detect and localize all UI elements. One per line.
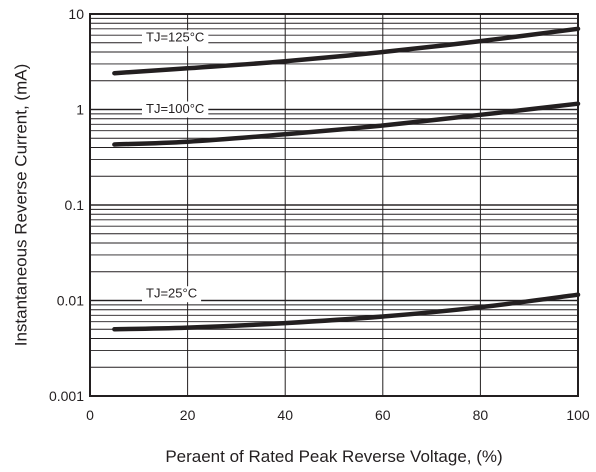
y-tick-label: 1 bbox=[76, 102, 84, 118]
y-tick-label: 0.01 bbox=[57, 293, 84, 309]
series-lines bbox=[112, 26, 581, 332]
series-labels: TJ=125°C TJ=100°C TJ=25°C bbox=[142, 30, 209, 303]
plot-frame bbox=[89, 13, 579, 397]
series-label: TJ=100°C bbox=[146, 101, 204, 116]
series-line bbox=[112, 26, 581, 76]
tick-labels: 0 20 40 60 80 100 0.001 0.01 0.1 1 10 bbox=[49, 6, 590, 423]
y-tick-label: 10 bbox=[68, 6, 84, 22]
series-label-group: TJ=100°C bbox=[142, 101, 209, 118]
series-label-group: TJ=125°C bbox=[142, 30, 209, 47]
grid-lines bbox=[89, 13, 579, 397]
series-line bbox=[112, 101, 581, 147]
x-tick-label: 100 bbox=[566, 407, 590, 423]
y-tick-label: 0.1 bbox=[65, 197, 85, 213]
x-tick-label: 20 bbox=[180, 407, 196, 423]
series-line bbox=[112, 292, 581, 332]
series-label-background bbox=[142, 286, 202, 303]
x-axis-title: Peraent of Rated Peak Reverse Voltage, (… bbox=[165, 447, 502, 466]
series-label-background bbox=[142, 30, 209, 47]
x-tick-label: 0 bbox=[86, 407, 94, 423]
x-tick-label: 60 bbox=[375, 407, 391, 423]
y-tick-label: 0.001 bbox=[49, 388, 84, 404]
x-tick-label: 40 bbox=[277, 407, 293, 423]
y-axis-title: Instantaneous Reverse Current, (mA) bbox=[11, 64, 30, 347]
series-label: TJ=25°C bbox=[146, 286, 197, 301]
x-tick-label: 80 bbox=[473, 407, 489, 423]
series-label-group: TJ=25°C bbox=[142, 286, 202, 303]
series-label: TJ=125°C bbox=[146, 30, 204, 45]
series-label-background bbox=[142, 101, 209, 118]
